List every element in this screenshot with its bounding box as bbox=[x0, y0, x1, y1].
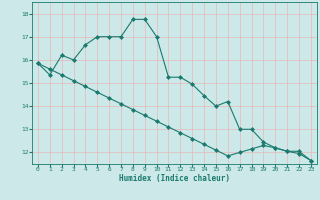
X-axis label: Humidex (Indice chaleur): Humidex (Indice chaleur) bbox=[119, 174, 230, 183]
